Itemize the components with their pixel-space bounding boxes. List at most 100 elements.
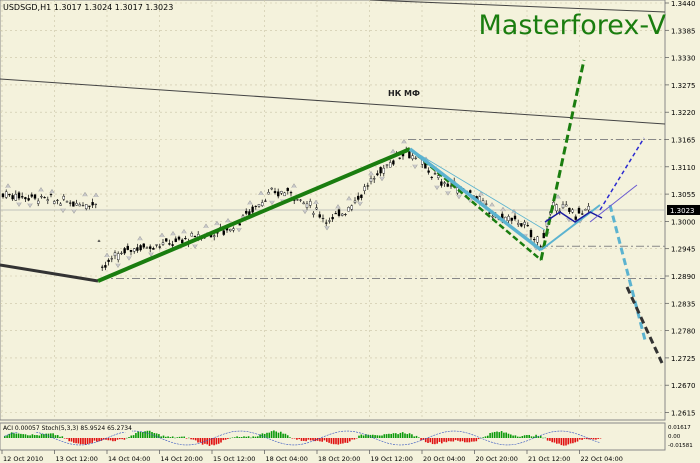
candle-body <box>78 204 82 207</box>
fractal-marker <box>346 195 352 201</box>
histogram-bar <box>300 438 303 441</box>
histogram-bar <box>194 438 197 441</box>
candle-body <box>411 155 414 160</box>
price-label: 1.2945 <box>671 246 696 254</box>
indicator-axis: 0.01617 0.00 -0.01581 <box>668 425 693 449</box>
histogram-bar <box>50 433 52 438</box>
histogram-bar <box>487 435 489 438</box>
histogram-bar <box>227 438 229 439</box>
candle-body <box>325 222 328 224</box>
histogram-bar <box>54 435 57 438</box>
fractal-marker <box>27 203 33 208</box>
histogram-bar <box>473 438 475 442</box>
annotation-label: НК МФ <box>388 89 420 98</box>
histogram-bar <box>10 432 13 438</box>
histogram-bar <box>63 438 66 439</box>
histogram-bar <box>339 438 342 444</box>
histogram-bar <box>296 438 298 440</box>
candle-body <box>120 252 123 254</box>
candle-body <box>389 162 392 168</box>
candle-body <box>129 249 133 252</box>
histogram-bar <box>176 437 179 438</box>
fractal-marker <box>49 188 55 194</box>
candle-body <box>277 191 280 197</box>
candle-body <box>193 236 197 238</box>
navy-dashed-projection <box>599 137 645 211</box>
candle-body <box>321 217 325 219</box>
histogram-bar <box>477 438 480 440</box>
candle-body <box>264 200 267 202</box>
candle-body <box>59 203 62 206</box>
histogram-bar <box>144 431 146 438</box>
fractal-marker <box>236 227 242 233</box>
candle-body <box>533 239 536 241</box>
candle-body <box>228 229 232 232</box>
candle-body <box>360 194 363 199</box>
histogram-bar <box>484 436 487 438</box>
histogram-bar <box>585 438 588 440</box>
candle-body <box>430 176 433 178</box>
histogram-bar <box>436 438 438 444</box>
candle-body <box>299 199 302 201</box>
support-resistance-levels <box>0 0 666 279</box>
histogram-bar <box>102 438 105 440</box>
candle-body <box>116 253 120 261</box>
histogram-bar <box>197 438 199 443</box>
candle-body <box>318 214 321 218</box>
histogram-bar <box>254 436 257 438</box>
histogram-bar <box>560 438 563 446</box>
candlestick-series <box>1 146 590 271</box>
candle-body <box>212 235 216 237</box>
histogram-bar <box>445 438 448 443</box>
histogram-bar <box>562 438 565 446</box>
histogram-bar <box>247 436 250 438</box>
histogram-bar <box>231 437 234 439</box>
histogram-bar <box>309 438 312 441</box>
histogram-bar <box>376 435 379 438</box>
black-trend-line <box>0 263 99 283</box>
histogram-bar <box>206 438 208 445</box>
candle-body <box>353 200 357 203</box>
candle-body <box>254 205 258 207</box>
histogram-bar <box>372 434 374 438</box>
histogram-bar <box>29 435 31 438</box>
histogram-bar <box>6 435 8 438</box>
candle-body <box>366 185 369 187</box>
histogram-bar <box>259 434 261 438</box>
histogram-bar <box>392 433 395 438</box>
histogram-bar <box>353 438 356 440</box>
indicator-histogram <box>3 430 602 446</box>
histogram-bar <box>579 438 581 440</box>
histogram-bar <box>422 438 425 440</box>
candle-body <box>587 206 590 211</box>
histogram-bar <box>438 438 441 442</box>
histogram-bar <box>427 438 429 443</box>
candle-body <box>56 199 59 201</box>
candle-body <box>347 207 350 212</box>
histogram-bar <box>397 434 399 438</box>
candle-body <box>155 244 158 246</box>
candle-body <box>139 245 142 251</box>
histogram-bar <box>68 438 70 442</box>
fractal-marker <box>159 232 165 238</box>
histogram-bar <box>222 438 225 441</box>
histogram-bar <box>335 438 337 445</box>
histogram-bar <box>441 438 443 444</box>
candle-body <box>244 211 248 214</box>
histogram-bar <box>597 438 599 439</box>
candle-body <box>328 220 331 222</box>
fractal-marker <box>258 190 264 196</box>
histogram-bar <box>569 438 572 444</box>
candle-body <box>302 202 305 205</box>
histogram-bar <box>45 433 47 438</box>
histogram-bar <box>390 433 392 438</box>
candle-body <box>65 201 69 203</box>
candle-body <box>30 194 33 197</box>
candle-body <box>273 191 277 194</box>
candle-body <box>373 178 376 180</box>
indicator-frame <box>0 422 666 451</box>
candle-body <box>17 192 21 199</box>
fractal-marker <box>247 200 253 205</box>
